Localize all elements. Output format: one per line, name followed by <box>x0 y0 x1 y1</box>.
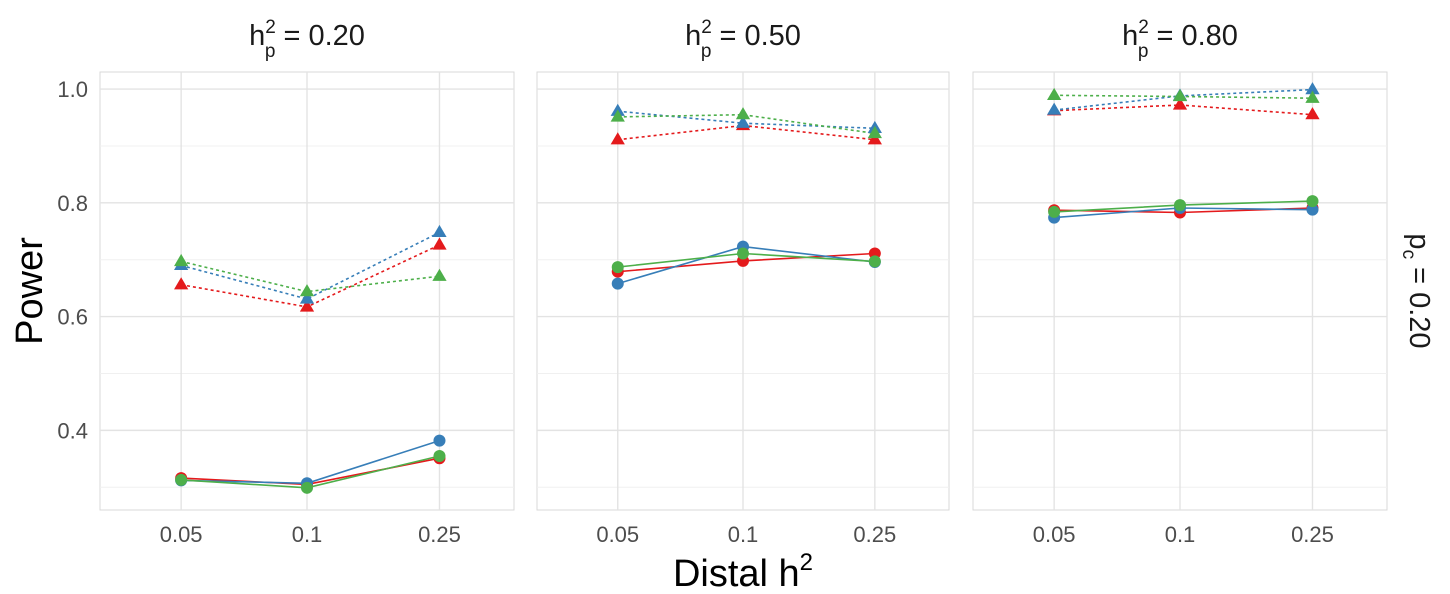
triangle-point <box>735 115 751 128</box>
y-tick-label: 0.8 <box>57 191 88 216</box>
facet-title-sub: p <box>701 41 712 62</box>
facet-title-sup: 2 <box>1138 17 1149 38</box>
facet-title: h2 p = 0.20 <box>249 17 365 62</box>
circle-point <box>1306 195 1319 208</box>
facet-title: h2 p = 0.50 <box>685 17 801 62</box>
facet-panel-1: 0.05 0.1 0.25 h2 p = 0.20 <box>99 17 515 547</box>
x-tick-label: 0.05 <box>596 522 639 547</box>
facet-title-base: h <box>1122 20 1138 52</box>
triangle-point <box>174 277 189 290</box>
circle-point <box>868 255 881 268</box>
circle-point <box>301 481 313 494</box>
triangle-point <box>867 132 882 145</box>
facet-title-base: h <box>685 20 701 52</box>
facet-title-value: = 0.20 <box>275 20 365 52</box>
triangle-point <box>432 224 447 238</box>
y-tick-label: 0.4 <box>57 418 88 443</box>
x-axis-title: Distal h2 <box>673 549 813 594</box>
triangle-point <box>610 132 625 145</box>
strip-label-sub: c <box>1398 250 1419 260</box>
circle-point <box>433 449 446 462</box>
strip-label-right: pc = 0.20 <box>1398 233 1435 348</box>
facet-title-sub: p <box>1138 41 1149 62</box>
circle-point <box>1306 203 1319 216</box>
dotted-series-line <box>180 260 440 293</box>
triangle-point <box>299 291 315 304</box>
triangle-point <box>299 299 315 312</box>
triangle-point <box>867 125 882 139</box>
x-tick-label: 0.1 <box>728 522 759 547</box>
x-axis-title-sup: 2 <box>800 549 813 576</box>
circle-point <box>737 247 749 260</box>
circle-point <box>611 277 624 290</box>
triangle-point <box>1305 82 1320 95</box>
x-tick-label: 0.1 <box>1165 522 1196 547</box>
x-tick-label: 0.05 <box>160 522 203 547</box>
facet-title-base: h <box>249 20 265 52</box>
y-tick-label: 0.6 <box>57 305 88 330</box>
x-axis-title-base: Distal h <box>673 553 800 594</box>
circle-point <box>611 261 624 274</box>
triangle-point <box>432 268 447 281</box>
facet-title-sup: 2 <box>265 17 276 38</box>
facet-title-sub: p <box>265 41 276 62</box>
triangle-point <box>299 284 315 297</box>
x-tick-label: 0.25 <box>418 522 461 547</box>
circle-point <box>175 473 188 486</box>
triangle-point <box>1047 87 1062 100</box>
facet-title-value: = 0.80 <box>1148 20 1238 52</box>
x-tick-label: 0.05 <box>1033 522 1076 547</box>
facet-panel-3: 0.05 0.1 0.25 h2 p = 0.80 <box>972 17 1388 547</box>
triangle-point <box>610 109 625 122</box>
x-tick-label: 0.1 <box>292 522 323 547</box>
circle-point <box>1048 205 1061 218</box>
facet-title: h2 p = 0.80 <box>1122 17 1238 62</box>
triangle-point <box>174 253 189 267</box>
triangle-point <box>1305 90 1320 103</box>
facet-title-sup: 2 <box>701 17 712 38</box>
y-axis-title: Power <box>9 237 51 345</box>
circle-point <box>433 434 446 447</box>
triangle-point <box>1047 102 1062 115</box>
triangle-point <box>735 107 751 120</box>
facet-title-value: = 0.50 <box>711 20 801 52</box>
strip-label-base: p <box>1403 233 1435 249</box>
strip-label-value: = 0.20 <box>1403 259 1435 349</box>
dotted-series-line <box>180 231 440 300</box>
x-tick-label: 0.25 <box>853 522 896 547</box>
triangle-point <box>1172 88 1188 102</box>
circle-point <box>1174 199 1186 212</box>
facet-panel-2: 0.05 0.1 0.25 h2 p = 0.50 <box>536 17 950 547</box>
triangle-point <box>1305 107 1320 120</box>
triangle-point <box>432 237 447 250</box>
triangle-point <box>1172 97 1188 110</box>
x-tick-label: 0.25 <box>1291 522 1334 547</box>
y-tick-label: 1.0 <box>57 77 88 102</box>
